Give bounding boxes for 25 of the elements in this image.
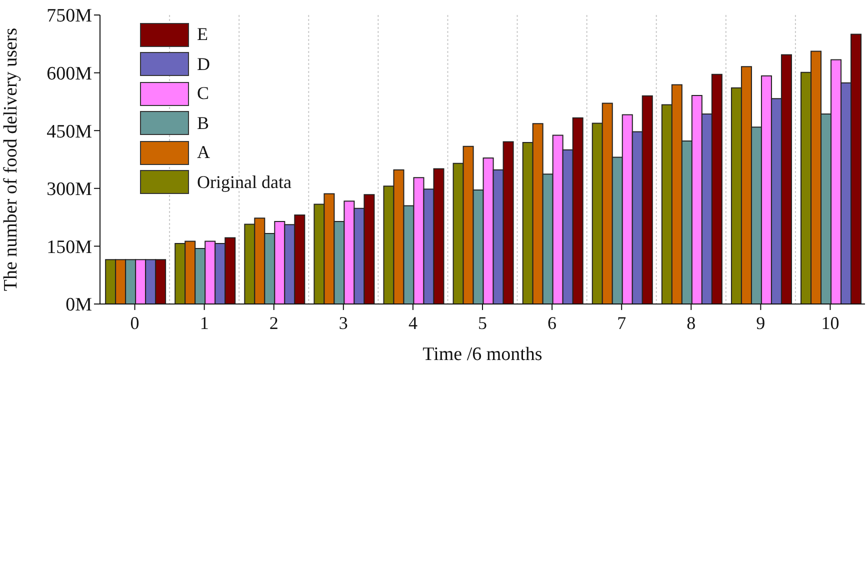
legend-label: Original data — [197, 172, 292, 193]
y-tick-label: 600M — [46, 64, 92, 85]
legend-label: A — [197, 142, 210, 164]
x-tick-label: 6 — [548, 312, 557, 333]
x-tick-label: 8 — [686, 312, 696, 333]
x-tick-label: 3 — [338, 312, 348, 333]
x-tick-label: 10 — [821, 312, 840, 333]
legend-label: E — [197, 24, 208, 46]
y-tick-label: 750M — [46, 6, 92, 27]
x-axis-title: Time /6 months — [422, 344, 542, 365]
x-tick-label: 1 — [200, 312, 209, 333]
x-tick-label: 5 — [478, 312, 487, 333]
y-tick-label: 300M — [46, 179, 92, 200]
legend-label: C — [197, 83, 210, 104]
y-axis-title: The number of food delivery users — [0, 28, 22, 292]
legend-label: B — [197, 112, 210, 134]
y-tick-label: 150M — [46, 236, 92, 258]
legend-label: D — [197, 54, 210, 75]
y-tick-label: 450M — [46, 121, 92, 142]
x-tick-label: 4 — [408, 312, 418, 333]
x-tick-label: 2 — [269, 312, 278, 333]
y-tick-label: 0M — [66, 294, 92, 316]
x-tick-label: 0 — [130, 312, 140, 333]
x-tick-label: 7 — [617, 312, 626, 333]
x-tick-label: 9 — [756, 312, 766, 333]
